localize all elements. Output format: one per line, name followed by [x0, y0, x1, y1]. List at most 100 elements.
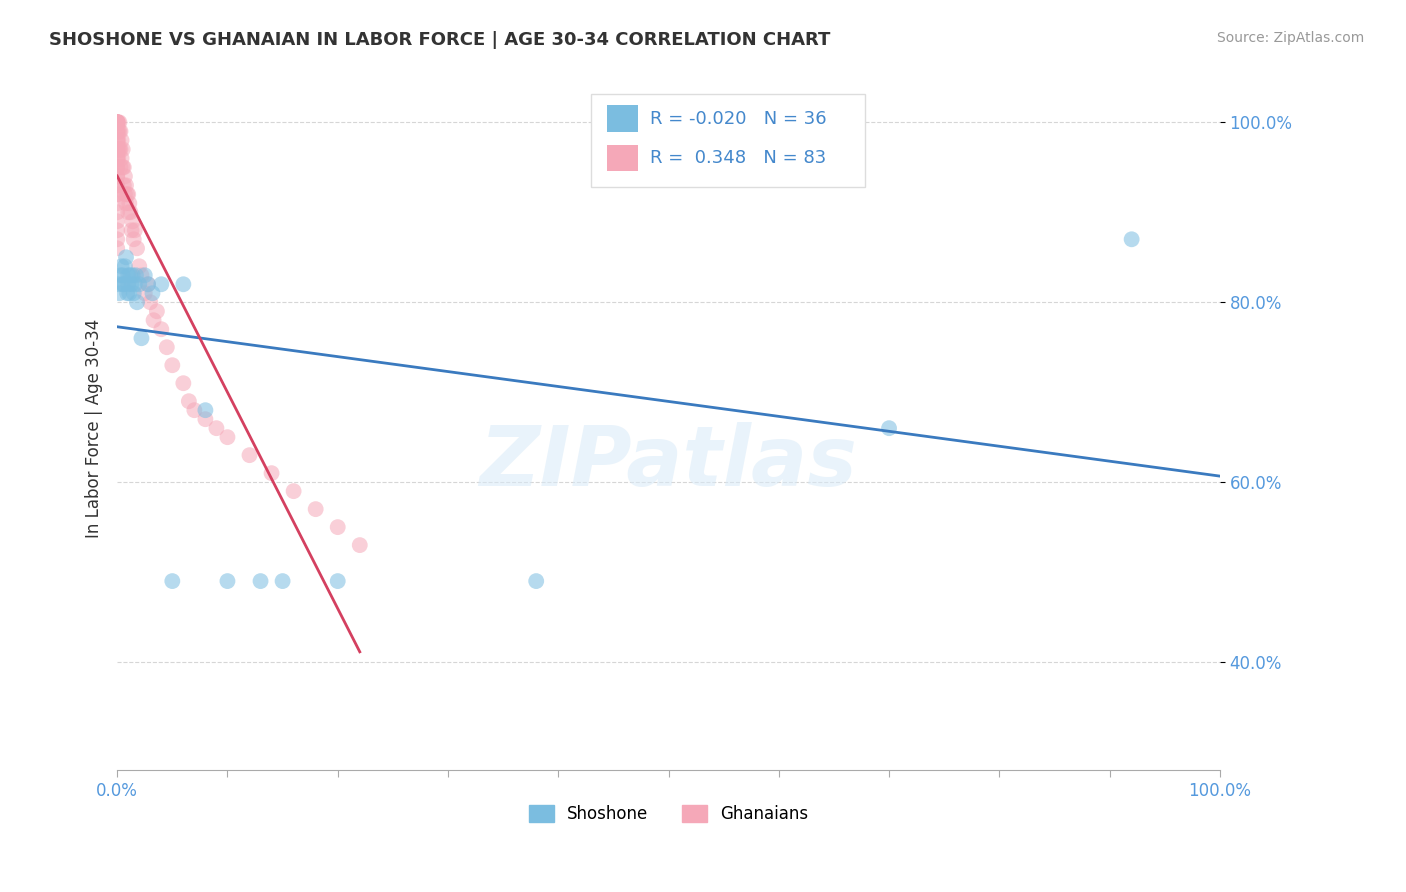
Point	[177, 394, 200, 409]
Point	[107, 142, 129, 156]
Point	[217, 574, 239, 588]
Point	[111, 161, 134, 175]
Point	[110, 260, 132, 274]
Point	[105, 142, 128, 156]
Point	[150, 277, 173, 292]
Point	[141, 286, 163, 301]
Point	[120, 205, 142, 219]
Point	[105, 169, 128, 184]
Point	[112, 161, 135, 175]
Point	[111, 268, 134, 283]
Point	[110, 151, 132, 165]
Point	[139, 295, 162, 310]
Point	[122, 286, 145, 301]
Point	[115, 178, 138, 193]
Point	[115, 250, 138, 264]
Point	[194, 412, 217, 426]
Point	[107, 133, 129, 147]
Point	[105, 161, 128, 175]
Point	[105, 241, 128, 255]
Point	[105, 115, 128, 129]
Point	[194, 403, 217, 417]
Point	[121, 223, 143, 237]
Point	[136, 277, 159, 292]
Point	[326, 574, 349, 588]
Text: SHOSHONE VS GHANAIAN IN LABOR FORCE | AGE 30-34 CORRELATION CHART: SHOSHONE VS GHANAIAN IN LABOR FORCE | AG…	[49, 31, 831, 49]
Point	[108, 142, 131, 156]
Point	[217, 430, 239, 444]
Point	[110, 142, 132, 156]
Point	[110, 268, 132, 283]
Point	[150, 322, 173, 336]
Point	[260, 466, 283, 480]
Point	[111, 277, 134, 292]
Point	[125, 241, 148, 255]
Point	[108, 115, 131, 129]
Point	[156, 340, 179, 354]
Point	[105, 142, 128, 156]
Point	[128, 277, 150, 292]
Point	[125, 268, 148, 283]
Point	[162, 358, 184, 372]
Point	[124, 223, 146, 237]
Point	[1121, 232, 1143, 246]
Point	[107, 277, 129, 292]
Point	[105, 187, 128, 202]
Point	[283, 484, 305, 499]
Point	[115, 286, 138, 301]
Point	[105, 178, 128, 193]
Text: ZIPatlas: ZIPatlas	[479, 422, 858, 503]
Point	[105, 205, 128, 219]
Point	[105, 133, 128, 147]
Y-axis label: In Labor Force | Age 30-34: In Labor Force | Age 30-34	[86, 318, 103, 538]
Point	[108, 286, 131, 301]
Point	[114, 169, 136, 184]
Point	[105, 196, 128, 211]
Point	[112, 277, 135, 292]
Point	[524, 574, 547, 588]
Point	[305, 502, 328, 516]
Point	[238, 448, 260, 462]
Legend: Shoshone, Ghanaians: Shoshone, Ghanaians	[529, 805, 808, 823]
Point	[117, 277, 139, 292]
Point	[183, 403, 205, 417]
Point	[136, 277, 159, 292]
Point	[271, 574, 294, 588]
Point	[205, 421, 228, 435]
Point	[134, 286, 156, 301]
Point	[112, 178, 135, 193]
Point	[115, 196, 138, 211]
Point	[117, 268, 139, 283]
Point	[118, 196, 141, 211]
Point	[146, 304, 169, 318]
Point	[107, 151, 129, 165]
Point	[105, 115, 128, 129]
Point	[111, 142, 134, 156]
Point	[128, 260, 150, 274]
Point	[105, 169, 128, 184]
Point	[125, 295, 148, 310]
Point	[114, 187, 136, 202]
Point	[326, 520, 349, 534]
Text: R =  0.348   N = 83: R = 0.348 N = 83	[650, 149, 825, 167]
Point	[110, 161, 132, 175]
Point	[121, 277, 143, 292]
Point	[105, 115, 128, 129]
Point	[108, 124, 131, 138]
Point	[124, 277, 146, 292]
Point	[107, 124, 129, 138]
Point	[105, 161, 128, 175]
Point	[105, 115, 128, 129]
Point	[122, 232, 145, 246]
Point	[105, 115, 128, 129]
Point	[877, 421, 900, 435]
Point	[105, 115, 128, 129]
Point	[105, 124, 128, 138]
Point	[349, 538, 371, 552]
Point	[105, 115, 128, 129]
Point	[131, 331, 153, 345]
Point	[115, 187, 138, 202]
Point	[105, 232, 128, 246]
Point	[131, 268, 153, 283]
Point	[105, 187, 128, 202]
